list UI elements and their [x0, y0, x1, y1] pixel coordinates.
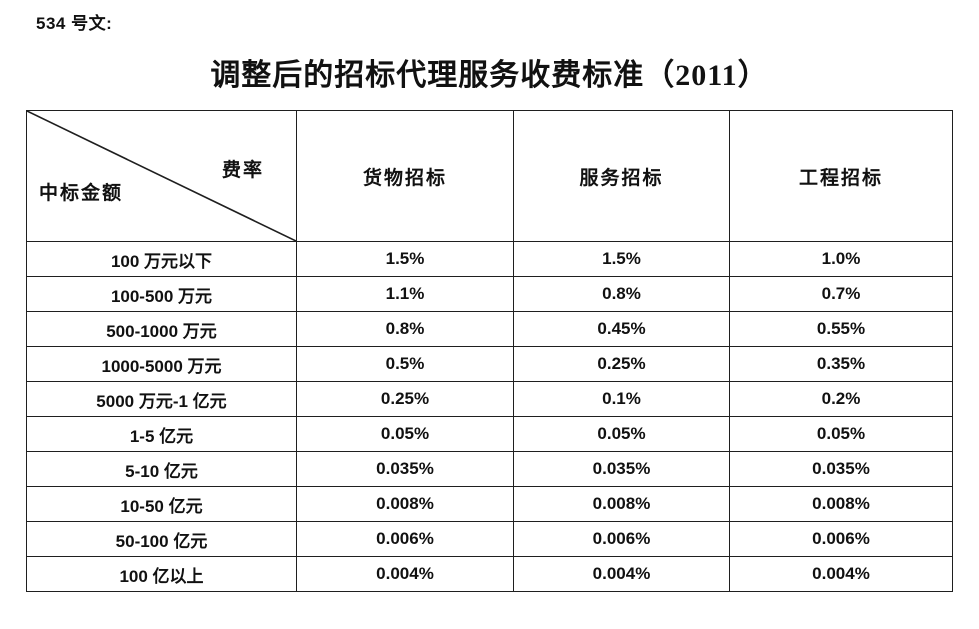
fee-value: 0.006% — [513, 521, 730, 557]
row-label: 500-1000 万元 — [26, 311, 297, 347]
fee-rate-table: 费率 中标金额 货物招标 服务招标 工程招标 100 万元以下 1.5% 1.5… — [26, 110, 953, 592]
row-label: 5000 万元-1 亿元 — [26, 381, 297, 417]
table-row: 1-5 亿元 0.05% 0.05% 0.05% — [26, 416, 953, 452]
row-label: 100 万元以下 — [26, 241, 297, 277]
column-header-works: 工程招标 — [729, 110, 953, 242]
table-row: 50-100 亿元 0.006% 0.006% 0.006% — [26, 521, 953, 557]
fee-value: 0.004% — [513, 556, 730, 592]
fee-value: 0.8% — [296, 311, 514, 347]
fee-value: 0.008% — [729, 486, 953, 522]
table-row: 5-10 亿元 0.035% 0.035% 0.035% — [26, 451, 953, 487]
row-label: 1000-5000 万元 — [26, 346, 297, 382]
table-row: 1000-5000 万元 0.5% 0.25% 0.35% — [26, 346, 953, 382]
diagonal-line — [27, 111, 296, 241]
fee-value: 0.55% — [729, 311, 953, 347]
table-row: 500-1000 万元 0.8% 0.45% 0.55% — [26, 311, 953, 347]
row-label: 100-500 万元 — [26, 276, 297, 312]
fee-value: 0.25% — [296, 381, 514, 417]
table-corner-cell: 费率 中标金额 — [26, 110, 297, 242]
fee-value: 1.5% — [513, 241, 730, 277]
fee-value: 1.5% — [296, 241, 514, 277]
row-label: 50-100 亿元 — [26, 521, 297, 557]
fee-value: 0.25% — [513, 346, 730, 382]
fee-value: 0.008% — [513, 486, 730, 522]
table-row: 100 亿以上 0.004% 0.004% 0.004% — [26, 556, 953, 592]
row-label: 100 亿以上 — [26, 556, 297, 592]
fee-value: 0.004% — [729, 556, 953, 592]
table-row: 100 万元以下 1.5% 1.5% 1.0% — [26, 241, 953, 277]
fee-value: 1.1% — [296, 276, 514, 312]
doc-number: 534 号文: — [36, 14, 113, 33]
table-row: 5000 万元-1 亿元 0.25% 0.1% 0.2% — [26, 381, 953, 417]
fee-value: 0.05% — [513, 416, 730, 452]
corner-label-bid-amount: 中标金额 — [39, 183, 124, 204]
fee-value: 1.0% — [729, 241, 953, 277]
fee-value: 0.05% — [729, 416, 953, 452]
fee-value: 0.1% — [513, 381, 730, 417]
fee-value: 0.035% — [513, 451, 730, 487]
fee-value: 0.008% — [296, 486, 514, 522]
fee-value: 0.006% — [729, 521, 953, 557]
page-title: 调整后的招标代理服务收费标准（2011） — [210, 59, 769, 92]
row-label: 1-5 亿元 — [26, 416, 297, 452]
fee-value: 0.035% — [296, 451, 514, 487]
fee-value: 0.8% — [513, 276, 730, 312]
table-row: 10-50 亿元 0.008% 0.008% 0.008% — [26, 486, 953, 522]
fee-value: 0.35% — [729, 346, 953, 382]
fee-value: 0.006% — [296, 521, 514, 557]
row-label: 5-10 亿元 — [26, 451, 297, 487]
fee-value: 0.7% — [729, 276, 953, 312]
fee-value: 0.004% — [296, 556, 514, 592]
row-label: 10-50 亿元 — [26, 486, 297, 522]
fee-value: 0.035% — [729, 451, 953, 487]
fee-value: 0.2% — [729, 381, 953, 417]
fee-value: 0.05% — [296, 416, 514, 452]
column-header-services: 服务招标 — [513, 110, 730, 242]
corner-label-rate: 费率 — [221, 160, 264, 181]
table-header-row: 费率 中标金额 货物招标 服务招标 工程招标 — [26, 110, 953, 242]
fee-value: 0.5% — [296, 346, 514, 382]
fee-value: 0.45% — [513, 311, 730, 347]
column-header-goods: 货物招标 — [296, 110, 514, 242]
table-row: 100-500 万元 1.1% 0.8% 0.7% — [26, 276, 953, 312]
